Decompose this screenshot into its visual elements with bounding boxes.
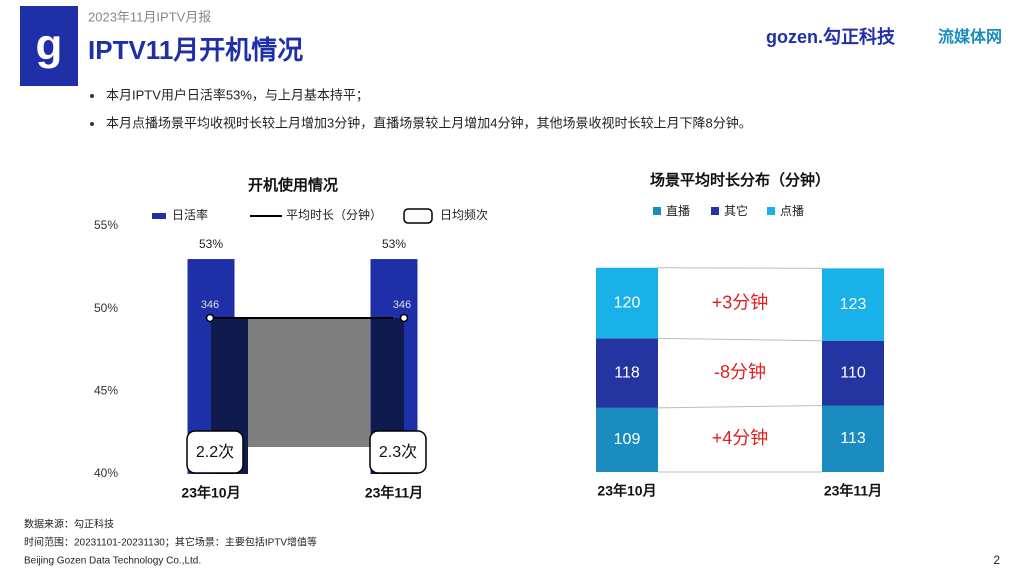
- connector: [657, 267, 823, 269]
- legend-label: 点播: [780, 204, 804, 218]
- bar-value-label: 53%: [199, 237, 223, 251]
- line-value-label: 346: [201, 299, 219, 311]
- segment-label: 109: [614, 431, 641, 448]
- bullet-dot: [90, 94, 94, 98]
- legend-label: 直播: [666, 204, 690, 218]
- x-tick-label: 23年11月: [365, 485, 423, 501]
- legend-box: [403, 208, 433, 224]
- legend-swatch: [653, 207, 661, 215]
- x-tick-label: 23年11月: [824, 483, 882, 499]
- bar-segment: [596, 267, 658, 339]
- line-point: [399, 313, 409, 323]
- annotation: +3分钟: [712, 293, 769, 313]
- range: 时间范围：20231101-20231130；其它场景：主要包括IPTV增值等: [24, 536, 317, 549]
- legend-swatch: [767, 207, 775, 215]
- bar-segment: [596, 407, 658, 472]
- annotation: -8分钟: [714, 362, 766, 382]
- page-number: 2: [993, 553, 1000, 567]
- logo-text: gozen.勾正科技: [766, 26, 896, 47]
- bar-segment: [822, 405, 884, 472]
- frequency-label: 2.3次: [379, 443, 417, 461]
- source: 数据来源：勾正科技: [24, 518, 114, 531]
- bullet-dot: [90, 122, 94, 126]
- frequency-label: 2.2次: [196, 443, 234, 461]
- partner-logo: 流媒体网: [938, 27, 1002, 46]
- bullet: 本月点播场景平均收视时长较上月增加3分钟，直播场景较上月增加4分钟，其他场景收视…: [106, 115, 752, 130]
- bar-value-label: 53%: [382, 237, 406, 251]
- bullet: 本月IPTV用户日活率53%，与上月基本持平；: [106, 87, 369, 103]
- logo-g: g: [36, 21, 63, 70]
- chart-title: 场景平均时长分布（分钟）: [650, 171, 830, 189]
- legend-label: 日均频次: [440, 208, 488, 222]
- report-name: 2023年11月IPTV月报: [88, 9, 211, 24]
- connector: [657, 404, 823, 409]
- segment-label: 120: [614, 294, 641, 311]
- y-tick-label: 45%: [94, 384, 118, 398]
- segment-label: 113: [840, 430, 866, 447]
- annotation: +4分钟: [712, 428, 769, 448]
- charts: 40% 45% 50% 55% 日活率 平均时长（分钟） 日均频次 53% 23年10月 53% 2…: [94, 203, 884, 501]
- legend-swatch: [152, 213, 166, 219]
- segment-label: 118: [614, 364, 640, 381]
- line-value-label: 346: [393, 299, 411, 311]
- segment-label: 123: [840, 296, 867, 313]
- legend-label: 日活率: [172, 207, 208, 222]
- connector: [657, 337, 823, 342]
- x-tick-label: 23年10月: [597, 483, 656, 499]
- chart-title: 开机使用情况: [248, 176, 338, 194]
- line-point: [205, 313, 215, 323]
- legend-swatch: [711, 207, 719, 215]
- bar-segment: [596, 338, 658, 408]
- logo-block: [20, 6, 78, 86]
- y-tick-label: 40%: [94, 466, 118, 480]
- x-tick-label: 23年10月: [181, 485, 240, 501]
- y-tick-label: 50%: [94, 301, 118, 315]
- bar-segment: [822, 340, 884, 406]
- segment-label: 110: [840, 364, 866, 381]
- frequency-box: [186, 430, 244, 474]
- bar-segment: [822, 268, 884, 341]
- y-tick-label: 55%: [94, 218, 118, 232]
- legend-label: 其它: [724, 203, 748, 218]
- slide-title: IPTV11月开机情况: [88, 35, 303, 65]
- legend-label: 平均时长（分钟）: [286, 207, 382, 222]
- frequency-box: [369, 430, 427, 474]
- company: Beijing Gozen Data Technology Co.,Ltd.: [24, 556, 201, 567]
